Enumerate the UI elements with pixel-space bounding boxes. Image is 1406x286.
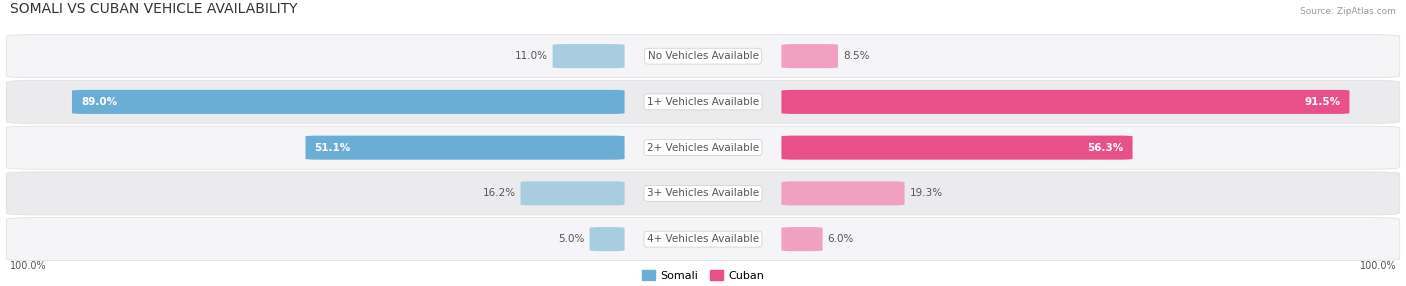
Text: 5.0%: 5.0% bbox=[558, 234, 585, 244]
Text: 3+ Vehicles Available: 3+ Vehicles Available bbox=[647, 188, 759, 198]
FancyBboxPatch shape bbox=[782, 227, 823, 251]
Text: 4+ Vehicles Available: 4+ Vehicles Available bbox=[647, 234, 759, 244]
FancyBboxPatch shape bbox=[6, 126, 1400, 169]
Text: 19.3%: 19.3% bbox=[910, 188, 942, 198]
Text: 8.5%: 8.5% bbox=[844, 51, 869, 61]
FancyBboxPatch shape bbox=[520, 181, 624, 205]
Legend: Somali, Cuban: Somali, Cuban bbox=[637, 266, 769, 285]
Text: 16.2%: 16.2% bbox=[482, 188, 516, 198]
FancyBboxPatch shape bbox=[553, 44, 624, 68]
Text: 100.0%: 100.0% bbox=[1360, 261, 1396, 271]
FancyBboxPatch shape bbox=[589, 227, 624, 251]
Text: 56.3%: 56.3% bbox=[1087, 143, 1123, 153]
Text: 11.0%: 11.0% bbox=[515, 51, 548, 61]
Text: 100.0%: 100.0% bbox=[10, 261, 46, 271]
FancyBboxPatch shape bbox=[782, 90, 1350, 114]
Text: 91.5%: 91.5% bbox=[1305, 97, 1340, 107]
FancyBboxPatch shape bbox=[6, 218, 1400, 261]
FancyBboxPatch shape bbox=[782, 44, 838, 68]
FancyBboxPatch shape bbox=[6, 80, 1400, 123]
FancyBboxPatch shape bbox=[782, 136, 1133, 160]
Text: 1+ Vehicles Available: 1+ Vehicles Available bbox=[647, 97, 759, 107]
Text: No Vehicles Available: No Vehicles Available bbox=[648, 51, 758, 61]
Text: 51.1%: 51.1% bbox=[315, 143, 352, 153]
Text: 6.0%: 6.0% bbox=[828, 234, 853, 244]
FancyBboxPatch shape bbox=[305, 136, 624, 160]
FancyBboxPatch shape bbox=[6, 172, 1400, 215]
FancyBboxPatch shape bbox=[6, 35, 1400, 78]
Text: SOMALI VS CUBAN VEHICLE AVAILABILITY: SOMALI VS CUBAN VEHICLE AVAILABILITY bbox=[10, 2, 297, 16]
FancyBboxPatch shape bbox=[72, 90, 624, 114]
Text: 2+ Vehicles Available: 2+ Vehicles Available bbox=[647, 143, 759, 153]
Text: 89.0%: 89.0% bbox=[82, 97, 117, 107]
Text: Source: ZipAtlas.com: Source: ZipAtlas.com bbox=[1301, 7, 1396, 16]
FancyBboxPatch shape bbox=[782, 181, 904, 205]
